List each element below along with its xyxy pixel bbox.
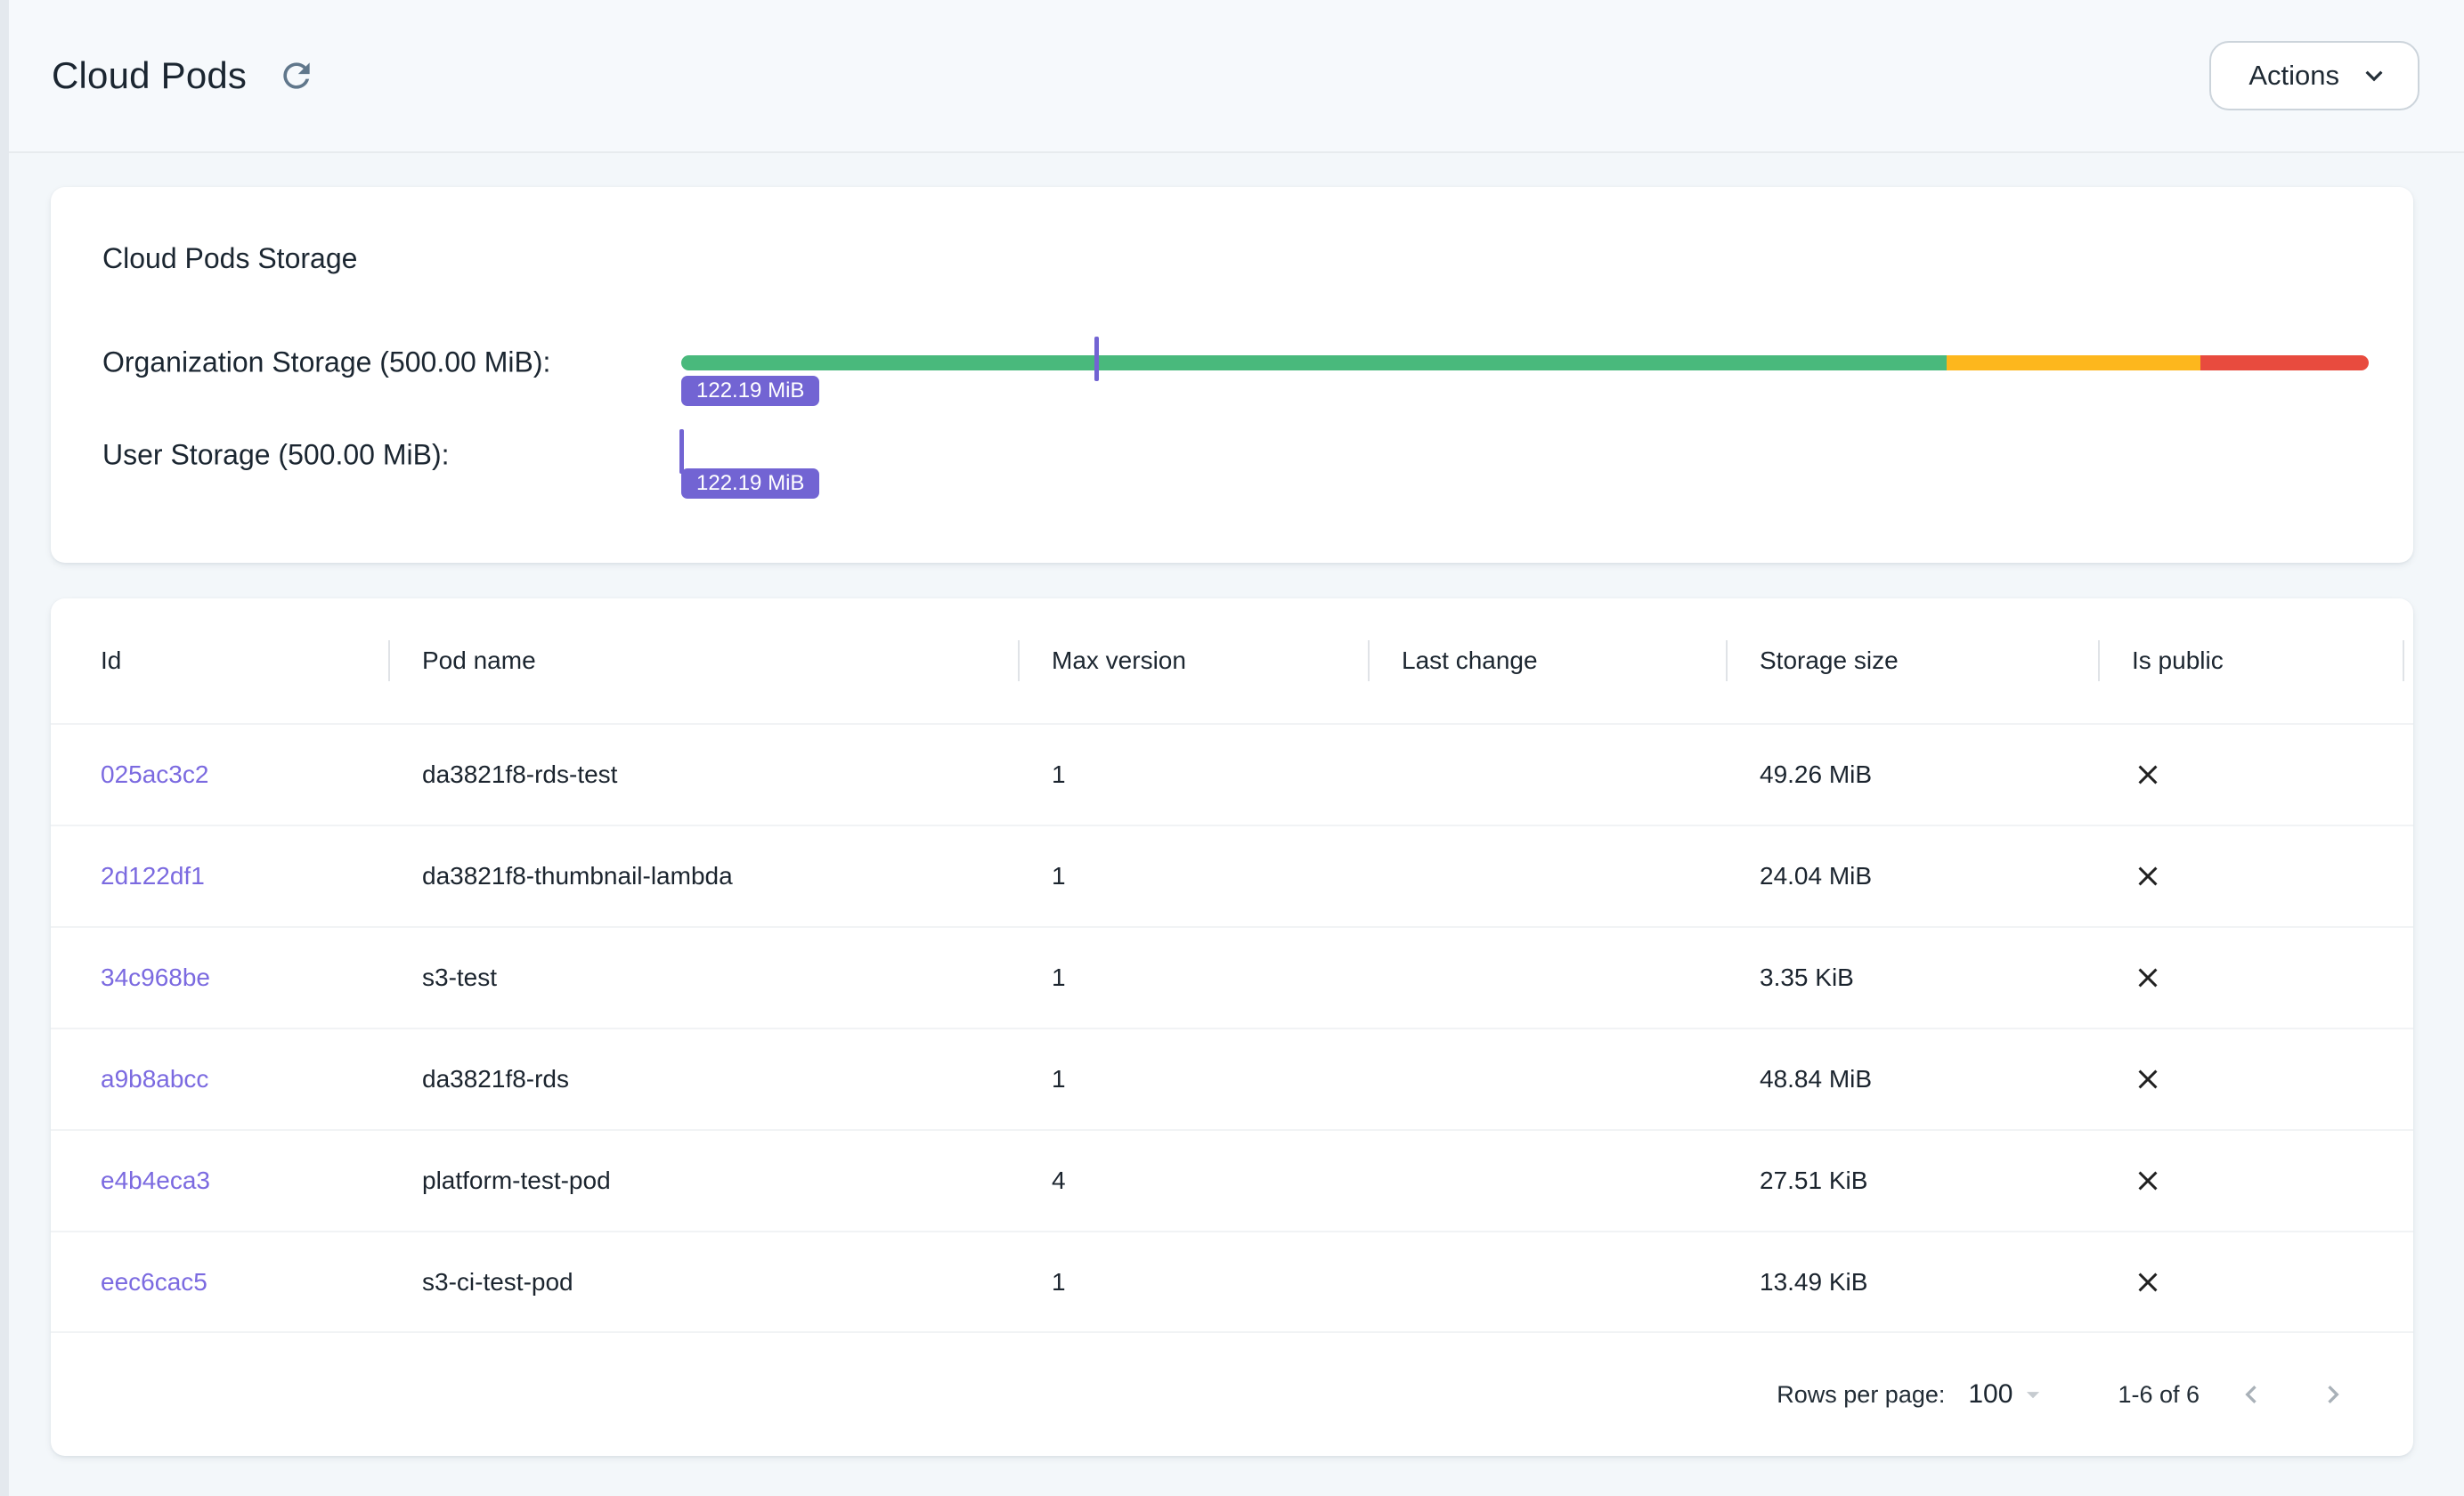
organization-storage-bar: 122.19 MiB xyxy=(681,337,2369,406)
cloud-pods-table-card: Id Pod name Max version Last change Stor… xyxy=(51,598,2413,1456)
rows-per-page-label: Rows per page: xyxy=(1777,1380,1946,1408)
table-header-row: Id Pod name Max version Last change Stor… xyxy=(51,598,2413,723)
is-public-cell xyxy=(2100,1266,2404,1298)
pod-id-link[interactable]: e4b4eca3 xyxy=(101,1167,211,1194)
is-public-cell xyxy=(2100,1165,2404,1197)
user-storage-label: User Storage (500.00 MiB): xyxy=(102,438,450,471)
gauge-segment xyxy=(1947,355,2200,370)
chevron-left-icon xyxy=(2233,1377,2269,1412)
chevron-down-icon xyxy=(2357,59,2391,93)
table-row: eec6cac5 s3-ci-test-pod 1 13.49 KiB xyxy=(51,1231,2413,1332)
close-icon xyxy=(2132,962,2164,994)
pod-id-link[interactable]: a9b8abcc xyxy=(101,1065,209,1093)
gauge-segments xyxy=(681,355,2369,370)
table-pagination: Rows per page: 100 1-6 of 6 xyxy=(51,1331,2413,1456)
close-icon xyxy=(2132,1165,2164,1197)
pagination-range-label: 1-6 of 6 xyxy=(2118,1380,2200,1408)
pod-id-link[interactable]: 34c968be xyxy=(101,963,211,991)
table-row: 34c968be s3-test 1 3.35 KiB xyxy=(51,926,2413,1028)
organization-storage-gauge: Organization Storage (500.00 MiB): 122.1… xyxy=(102,337,2369,406)
max-version-cell: 4 xyxy=(1052,1167,1066,1194)
max-version-cell: 1 xyxy=(1052,1268,1066,1296)
page-header: Cloud Pods Actions xyxy=(9,0,2464,153)
is-public-cell xyxy=(2100,962,2404,994)
previous-page-button[interactable] xyxy=(2221,1364,2281,1425)
max-version-cell: 1 xyxy=(1052,963,1066,991)
rows-per-page-value: 100 xyxy=(1968,1379,2013,1409)
actions-button[interactable]: Actions xyxy=(2209,41,2419,110)
storage-size-cell: 27.51 KiB xyxy=(1760,1167,1868,1194)
arrow-dropdown-icon xyxy=(2013,1379,2048,1410)
pod-name-cell: da3821f8-rds xyxy=(422,1065,570,1093)
actions-button-label: Actions xyxy=(2249,60,2339,91)
user-storage-bar: 122.19 MiB xyxy=(679,429,2369,499)
pod-name-cell: platform-test-pod xyxy=(422,1167,611,1194)
storage-size-cell: 49.26 MiB xyxy=(1760,760,1873,788)
gauge-value-badge: 122.19 MiB xyxy=(681,376,820,406)
pod-name-cell: s3-ci-test-pod xyxy=(422,1268,573,1296)
refresh-button[interactable] xyxy=(272,51,321,101)
close-icon xyxy=(2132,860,2164,892)
pod-id-link[interactable]: eec6cac5 xyxy=(101,1268,207,1296)
column-header-last-change[interactable]: Last change xyxy=(1370,598,1728,723)
is-public-cell xyxy=(2100,860,2404,892)
table-row: e4b4eca3 platform-test-pod 4 27.51 KiB xyxy=(51,1129,2413,1231)
gauge-segments xyxy=(681,448,2369,463)
storage-size-cell: 48.84 MiB xyxy=(1760,1065,1873,1093)
page-title: Cloud Pods xyxy=(52,54,248,96)
max-version-cell: 1 xyxy=(1052,1065,1066,1093)
window-left-edge xyxy=(0,0,9,1496)
gauge-marker xyxy=(679,429,684,474)
rows-per-page-select[interactable]: 100 xyxy=(1968,1379,2048,1410)
refresh-icon xyxy=(277,56,316,95)
storage-size-cell: 24.04 MiB xyxy=(1760,862,1873,890)
column-header-is-public[interactable]: Is public xyxy=(2100,598,2404,723)
column-header-storage-size[interactable]: Storage size xyxy=(1728,598,2100,723)
pod-id-link[interactable]: 2d122df1 xyxy=(101,862,205,890)
column-header-pod-name[interactable]: Pod name xyxy=(390,598,1020,723)
pod-name-cell: da3821f8-thumbnail-lambda xyxy=(422,862,733,890)
storage-card-title: Cloud Pods Storage xyxy=(102,242,358,274)
chevron-right-icon xyxy=(2315,1377,2351,1412)
table-row: 2d122df1 da3821f8-thumbnail-lambda 1 24.… xyxy=(51,825,2413,926)
gauge-segment xyxy=(2200,355,2369,370)
max-version-cell: 1 xyxy=(1052,862,1066,890)
table-row: a9b8abcc da3821f8-rds 1 48.84 MiB xyxy=(51,1028,2413,1129)
next-page-button[interactable] xyxy=(2303,1364,2363,1425)
is-public-cell xyxy=(2100,1063,2404,1095)
storage-size-cell: 13.49 KiB xyxy=(1760,1268,1868,1296)
column-header-id[interactable]: Id xyxy=(69,598,390,723)
gauge-segment xyxy=(681,355,1948,370)
column-header-max-version[interactable]: Max version xyxy=(1020,598,1370,723)
gauge-marker xyxy=(1094,337,1100,381)
pod-name-cell: s3-test xyxy=(422,963,498,991)
is-public-cell xyxy=(2100,759,2404,791)
user-storage-gauge: User Storage (500.00 MiB): 122.19 MiB xyxy=(102,429,2369,499)
pod-name-cell: da3821f8-rds-test xyxy=(422,760,618,788)
organization-storage-label: Organization Storage (500.00 MiB): xyxy=(102,346,551,378)
storage-size-cell: 3.35 KiB xyxy=(1760,963,1854,991)
close-icon xyxy=(2132,759,2164,791)
pod-id-link[interactable]: 025ac3c2 xyxy=(101,760,209,788)
max-version-cell: 1 xyxy=(1052,760,1066,788)
table-row: 025ac3c2 da3821f8-rds-test 1 49.26 MiB xyxy=(51,723,2413,825)
cloud-pods-storage-card: Cloud Pods Storage Organization Storage … xyxy=(51,187,2413,563)
close-icon xyxy=(2132,1266,2164,1298)
close-icon xyxy=(2132,1063,2164,1095)
gauge-value-badge: 122.19 MiB xyxy=(681,468,820,499)
